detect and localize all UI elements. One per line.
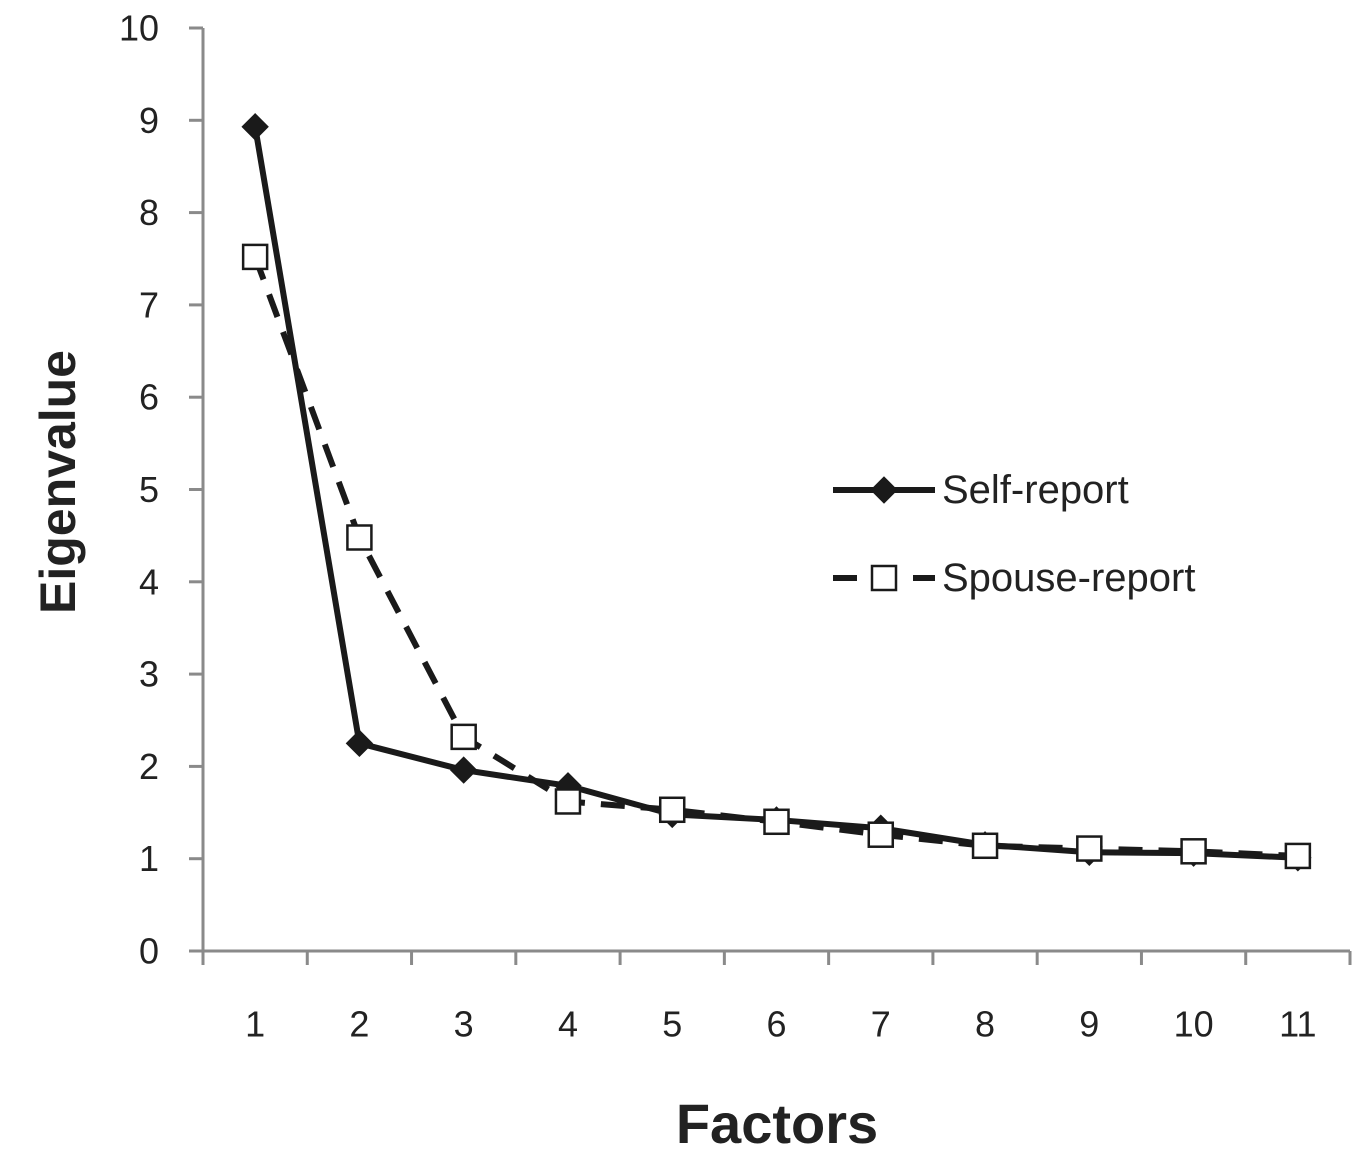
x-tick-label: 9 xyxy=(1079,1004,1099,1045)
x-axis-title: Factors xyxy=(676,1092,878,1155)
series-line-self-report xyxy=(252,126,1298,861)
legend-item: Self-report xyxy=(833,468,1129,512)
x-tick-label: 4 xyxy=(558,1004,578,1045)
data-point-spouse-report xyxy=(346,524,373,551)
legend-label: Spouse-report xyxy=(942,556,1195,600)
y-tick-label: 0 xyxy=(139,931,159,972)
legend-label: Self-report xyxy=(942,468,1129,512)
series-lines xyxy=(252,126,1298,861)
y-tick-label: 6 xyxy=(139,377,159,418)
x-tick-label: 11 xyxy=(1279,1004,1316,1045)
x-tick-label: 7 xyxy=(871,1004,891,1045)
y-tick-label: 1 xyxy=(139,838,159,879)
data-point-spouse-report xyxy=(658,796,686,824)
x-tick-label: 3 xyxy=(454,1004,474,1045)
data-point-spouse-report xyxy=(1076,835,1103,862)
data-point-self-report xyxy=(345,729,374,758)
x-tick-label: 5 xyxy=(662,1004,682,1045)
legend-marker-swatch xyxy=(870,564,898,592)
data-point-spouse-report xyxy=(1180,838,1207,865)
y-tick-label: 10 xyxy=(119,8,159,49)
series-markers xyxy=(241,113,1312,872)
y-tick-label: 9 xyxy=(139,100,159,141)
y-tick-label: 7 xyxy=(139,284,159,325)
data-point-spouse-report xyxy=(241,243,269,271)
legend-marker-swatch xyxy=(870,476,898,504)
y-tick-label: 8 xyxy=(139,192,159,233)
x-tick-label: 1 xyxy=(245,1004,265,1045)
x-tick-label: 8 xyxy=(975,1004,995,1045)
legend-item: Spouse-report xyxy=(833,556,1195,600)
y-tick-label: 2 xyxy=(139,746,159,787)
data-point-self-report xyxy=(449,756,478,784)
legend: Self-report Spouse-report xyxy=(833,468,1195,600)
data-point-spouse-report xyxy=(971,832,999,860)
x-axis-ticks: 1 2 3 4 5 6 7 8 9 10 11 xyxy=(201,951,1352,1045)
data-point-spouse-report xyxy=(867,821,895,848)
y-axis-title: Eigenvalue xyxy=(30,350,86,614)
data-point-spouse-report xyxy=(763,808,790,836)
data-point-spouse-report xyxy=(1284,842,1312,870)
y-tick-label: 5 xyxy=(139,469,159,510)
x-tick-label: 10 xyxy=(1174,1004,1214,1045)
x-tick-label: 6 xyxy=(766,1004,786,1045)
data-point-spouse-report xyxy=(554,788,582,815)
data-point-self-report xyxy=(241,113,269,141)
x-tick-label: 2 xyxy=(349,1004,369,1045)
y-axis-ticks: 0 1 2 3 4 5 6 7 8 9 10 xyxy=(119,8,203,972)
y-tick-label: 4 xyxy=(139,561,159,602)
y-tick-label: 3 xyxy=(139,654,159,695)
data-point-spouse-report xyxy=(450,723,477,751)
